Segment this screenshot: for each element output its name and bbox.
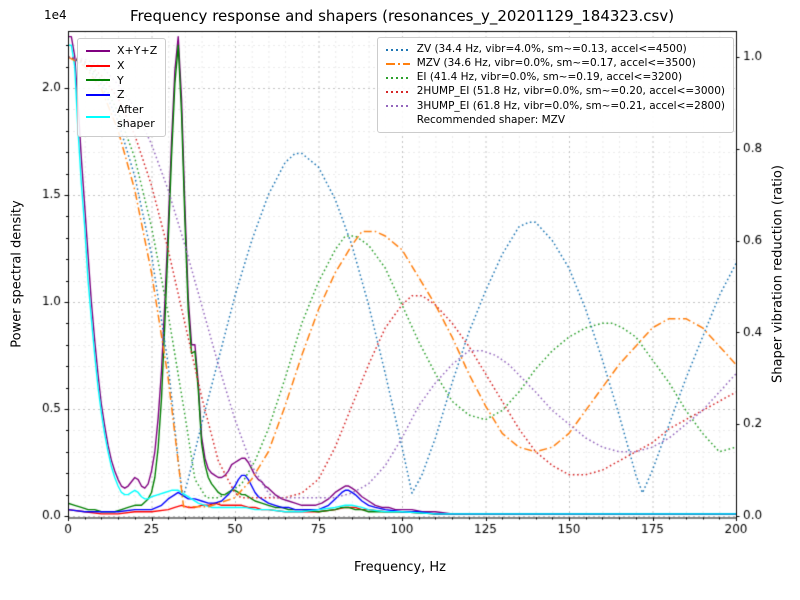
legend-item-zv: ZV (34.4 Hz, vibr=4.0%, sm~=0.13, accel<… (385, 43, 725, 56)
legend-item-x-plus-y-plus-z: X+Y+Z (86, 44, 157, 58)
legend-swatch-x (86, 64, 110, 67)
chart-title: Frequency response and shapers (resonanc… (129, 7, 675, 25)
legend-item-2hump-ei: 2HUMP_EI (51.8 Hz, vibr=0.0%, sm~=0.20, … (385, 85, 725, 98)
legend-label-zv: ZV (34.4 Hz, vibr=4.0%, sm~=0.13, accel<… (416, 43, 687, 55)
legend-label-recommended-shaper-note: Recommended shaper: MZV (416, 113, 566, 126)
shaper-legend: ZV (34.4 Hz, vibr=4.0%, sm~=0.13, accel<… (376, 37, 734, 133)
legend-label-y: Y (117, 73, 124, 87)
legend-label-x-plus-y-plus-z: X+Y+Z (117, 44, 158, 57)
y-axis-label-left: Power spectral density (9, 200, 25, 348)
y-axis-label-right: Shaper vibration reduction (ratio) (770, 165, 786, 383)
legend-item-mzv: MZV (34.6 Hz, vibr=0.0%, sm~=0.17, accel… (385, 57, 725, 70)
legend-item-y: Y (86, 74, 157, 88)
legend-swatch-z (86, 94, 110, 97)
x-axis-label: Frequency, Hz (353, 560, 447, 575)
legend-item-after-shaper: After shaper (86, 103, 157, 131)
legend-swatch-2hump-ei (385, 90, 410, 93)
legend-swatch-recommended-shaper-note (386, 119, 410, 121)
legend-item-ei: EI (41.4 Hz, vibr=0.0%, sm~=0.19, accel<… (385, 71, 725, 84)
legend-label-mzv: MZV (34.6 Hz, vibr=0.0%, sm~=0.17, accel… (416, 57, 696, 70)
legend-label-z: Z (117, 88, 125, 102)
legend-item-recommended-shaper-note: Recommended shaper: MZV (386, 114, 725, 127)
legend-label-after-shaper: After shaper (117, 103, 155, 130)
legend-label-2hump-ei: 2HUMP_EI (51.8 Hz, vibr=0.0%, sm~=0.20, … (416, 85, 725, 98)
legend-swatch-mzv (385, 62, 410, 65)
psd-legend: X+Y+Z X Y Z After shaper (77, 38, 167, 137)
legend-swatch-ei (385, 76, 410, 79)
legend-item-3hump-ei: 3HUMP_EI (61.8 Hz, vibr=0.0%, sm~=0.21, … (385, 99, 725, 113)
y-axis-offset-label: 1e4 (44, 8, 67, 22)
legend-swatch-after-shaper (86, 115, 110, 118)
legend-item-x: X (86, 59, 157, 73)
legend-swatch-x-plus-y-plus-z (86, 49, 110, 52)
legend-swatch-3hump-ei (385, 105, 410, 108)
legend-label-3hump-ei: 3HUMP_EI (61.8 Hz, vibr=0.0%, sm~=0.21, … (416, 99, 725, 112)
legend-swatch-zv (385, 48, 410, 51)
legend-label-ei: EI (41.4 Hz, vibr=0.0%, sm~=0.19, accel<… (416, 71, 683, 84)
legend-swatch-y (86, 79, 110, 82)
legend-item-z: Z (86, 88, 157, 102)
legend-label-x: X (117, 58, 125, 72)
